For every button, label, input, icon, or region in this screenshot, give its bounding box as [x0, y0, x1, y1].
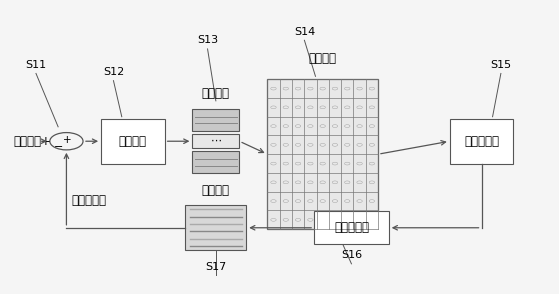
Text: S15: S15 — [490, 60, 511, 70]
Text: S12: S12 — [103, 67, 124, 77]
Text: 程控电源: 程控电源 — [202, 87, 230, 101]
Bar — [267, 79, 378, 229]
Text: ⋯: ⋯ — [210, 136, 221, 146]
Text: 温度传感器: 温度传感器 — [334, 221, 369, 234]
Text: S17: S17 — [205, 262, 226, 272]
Text: 控制算法: 控制算法 — [119, 135, 147, 148]
Text: S11: S11 — [25, 60, 46, 70]
Text: 控制目标+: 控制目标+ — [14, 135, 52, 148]
Bar — [314, 211, 389, 244]
Bar — [186, 206, 247, 250]
Text: 红外灯阵: 红外灯阵 — [309, 52, 337, 65]
Bar — [192, 109, 239, 131]
Bar — [192, 151, 239, 173]
Bar — [449, 119, 513, 163]
Text: 太阳电池板: 太阳电池板 — [464, 135, 499, 148]
Bar — [192, 133, 239, 148]
Text: S13: S13 — [197, 36, 218, 46]
Bar — [101, 119, 165, 163]
Text: S16: S16 — [341, 250, 362, 260]
Text: 实际测量値: 实际测量値 — [71, 194, 106, 207]
Text: 数采仪器: 数采仪器 — [202, 184, 230, 197]
Text: S14: S14 — [294, 27, 315, 37]
Text: −: − — [54, 142, 63, 152]
Text: +: + — [63, 134, 72, 144]
